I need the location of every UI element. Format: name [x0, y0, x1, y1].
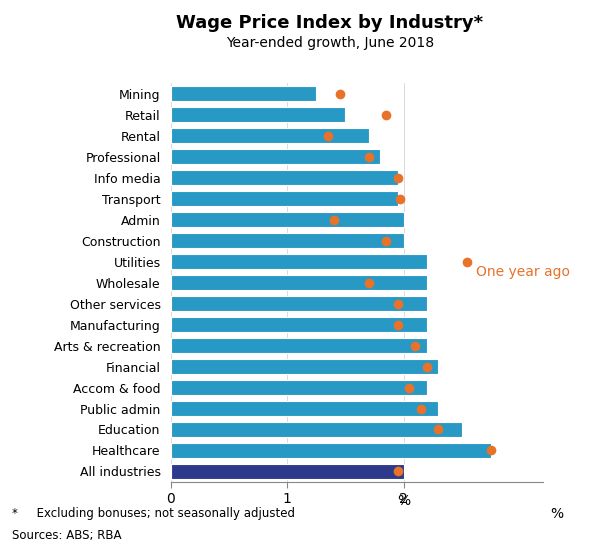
Bar — [171, 296, 427, 311]
Bar — [171, 443, 491, 458]
Bar — [171, 254, 427, 269]
Bar — [171, 191, 398, 206]
Text: *     Excluding bonuses; not seasonally adjusted: * Excluding bonuses; not seasonally adju… — [12, 507, 295, 520]
Text: %: % — [397, 494, 410, 507]
Bar — [171, 86, 316, 101]
Text: One year ago: One year ago — [476, 265, 569, 279]
Bar — [171, 401, 439, 416]
Text: Year-ended growth, June 2018: Year-ended growth, June 2018 — [226, 36, 434, 50]
Text: %: % — [550, 507, 563, 521]
Bar — [171, 338, 427, 353]
Bar — [171, 170, 398, 185]
Text: Sources: ABS; RBA: Sources: ABS; RBA — [12, 529, 121, 542]
Bar — [171, 107, 346, 122]
Bar — [171, 128, 368, 143]
Bar — [171, 212, 404, 227]
Bar — [171, 380, 427, 395]
Bar — [171, 233, 404, 248]
Text: Wage Price Index by Industry*: Wage Price Index by Industry* — [176, 14, 484, 32]
Bar — [171, 422, 461, 437]
Bar — [171, 317, 427, 332]
Bar — [171, 359, 439, 374]
Bar — [171, 149, 380, 164]
Bar — [171, 275, 427, 290]
Bar — [171, 464, 404, 479]
